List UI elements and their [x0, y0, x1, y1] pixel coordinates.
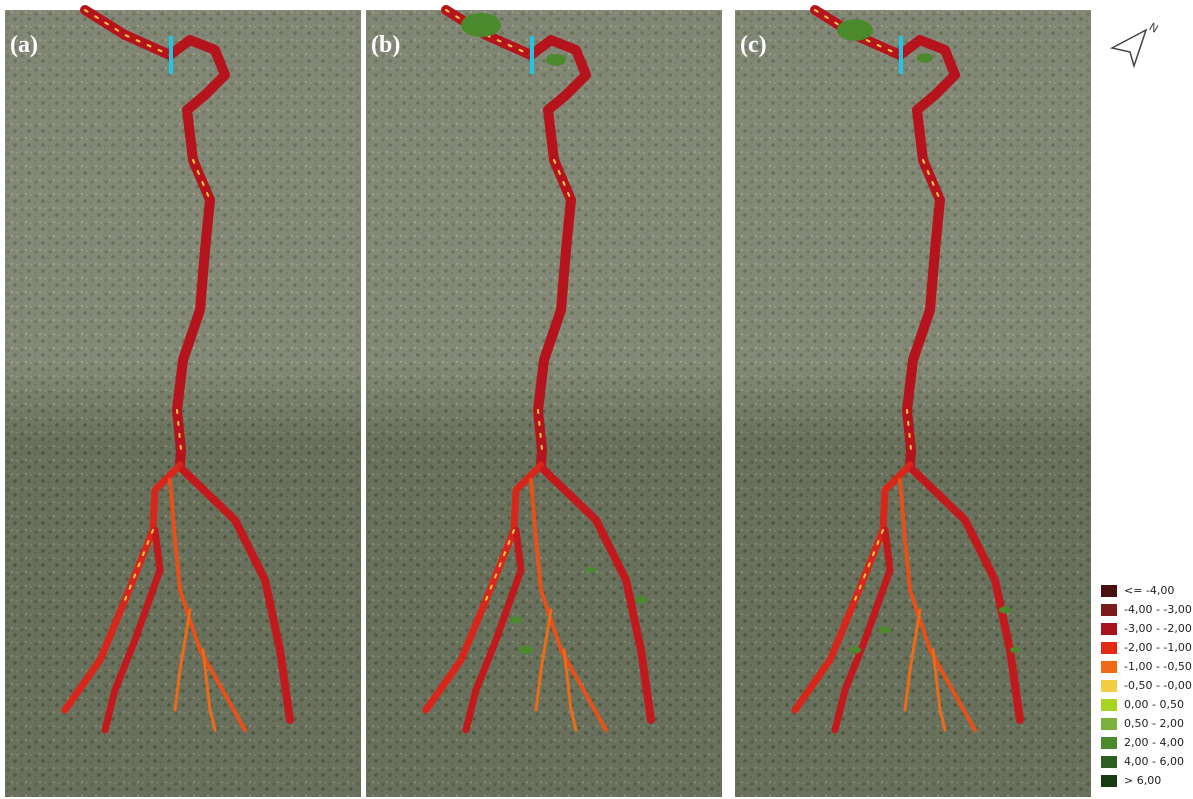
panels: (a) (b) (c) — [5, 10, 1091, 797]
legend-label: 0,00 - 0,50 — [1124, 698, 1184, 711]
legend-label: -1,00 - -0,50 — [1124, 660, 1192, 673]
deposition-patch — [635, 596, 647, 603]
legend-label: <= -4,00 — [1124, 584, 1174, 597]
map-panel: (b) — [366, 10, 722, 797]
panel-label: (b) — [371, 32, 400, 58]
legend-swatch — [1101, 718, 1117, 730]
legend-swatch — [1101, 680, 1117, 692]
panel-label: (c) — [740, 32, 767, 58]
cross-section — [169, 36, 173, 74]
legend-label: -4,00 - -3,00 — [1124, 603, 1192, 616]
legend-label: -3,00 - -2,00 — [1124, 622, 1192, 635]
terrain-shade — [366, 10, 722, 797]
legend-label: 0,50 - 2,00 — [1124, 717, 1184, 730]
legend-label: -2,00 - -1,00 — [1124, 641, 1192, 654]
cross-section — [899, 36, 903, 74]
terrain-shade — [735, 10, 1091, 797]
deposition-patch — [519, 646, 533, 654]
legend-swatch — [1101, 756, 1117, 768]
deposition-patch — [999, 606, 1011, 613]
legend-swatch — [1101, 642, 1117, 654]
north-arrow: N — [1112, 20, 1160, 66]
north-label: N — [1147, 20, 1161, 35]
legend-swatch — [1101, 623, 1117, 635]
map-panel: (c) — [735, 10, 1091, 797]
deposition-patch — [917, 53, 933, 63]
legend-swatch — [1101, 775, 1117, 787]
deposition-patch — [879, 626, 891, 633]
deposition-patch — [837, 19, 873, 41]
deposition-patch — [849, 646, 861, 653]
deposition-patch — [1010, 647, 1020, 653]
legend: <= -4,00 -4,00 - -3,00 -3,00 - -2,00 -2,00 … — [1101, 584, 1192, 787]
cross-section — [530, 36, 534, 74]
terrain-shade — [5, 10, 361, 797]
deposition-patch — [461, 13, 501, 37]
legend-swatch — [1101, 661, 1117, 673]
legend-label: 2,00 - 4,00 — [1124, 736, 1184, 749]
deposition-patch — [510, 616, 522, 623]
legend-label: -0,50 - -0,00 — [1124, 679, 1192, 692]
legend-label: 4,00 - 6,00 — [1124, 755, 1184, 768]
panel-label: (a) — [10, 32, 38, 58]
legend-label: > 6,00 — [1124, 774, 1161, 787]
deposition-patch — [586, 567, 596, 573]
legend-swatch — [1101, 737, 1117, 749]
legend-swatch — [1101, 604, 1117, 616]
legend-swatch — [1101, 585, 1117, 597]
deposition-patch — [546, 54, 566, 66]
map-panel: (a) — [5, 10, 361, 797]
legend-swatch — [1101, 699, 1117, 711]
figure: (a) (b) (c) N <= -4,00 -4,00 - -3,00 -3,00 -… — [0, 0, 1193, 799]
